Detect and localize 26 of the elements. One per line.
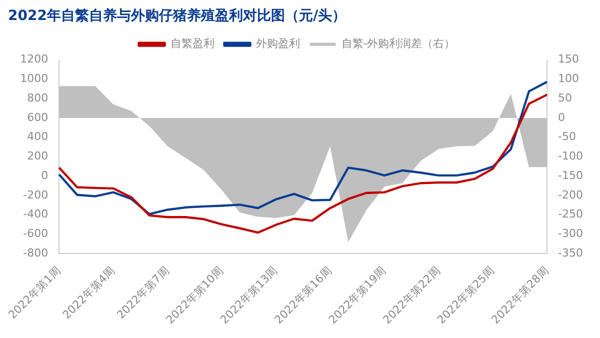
y2-tick-label: 50 — [558, 91, 572, 104]
y-tick-label: -600 — [23, 227, 48, 240]
y2-tick-label: -100 — [558, 150, 584, 163]
y2-tick-label: -300 — [558, 227, 584, 240]
y-tick-label: -400 — [23, 208, 48, 221]
legend-label: 外购盈利 — [256, 37, 300, 50]
legend-label: 自繁盈利 — [170, 37, 214, 50]
y2-tick-label: -200 — [558, 188, 584, 202]
y2-tick-label: 100 — [558, 72, 580, 86]
y2-tick-label: -350 — [558, 246, 584, 260]
y-tick-label: 200 — [27, 150, 48, 163]
y-tick-label: 800 — [27, 91, 48, 104]
y-tick-label: -200 — [23, 188, 48, 202]
legend-label: 自繁-外购利润差（右） — [341, 37, 456, 50]
y-tick-label: 0 — [41, 168, 48, 182]
y2-tick-label: 150 — [558, 52, 580, 66]
y-tick-label: 1200 — [20, 52, 48, 66]
chart-title: 2022年自繁自养与外购仔猪养殖盈利对比图（元/头） — [8, 7, 346, 24]
y2-tick-label: 0 — [558, 110, 566, 124]
y2-tick-label: -250 — [558, 208, 584, 221]
y2-tick-label: -50 — [558, 130, 576, 144]
y-tick-label: -800 — [23, 246, 48, 260]
y-tick-label: 400 — [27, 130, 48, 144]
y2-tick-label: -150 — [558, 168, 584, 182]
y-tick-label: 600 — [27, 110, 48, 124]
y-tick-label: 1000 — [20, 72, 48, 86]
